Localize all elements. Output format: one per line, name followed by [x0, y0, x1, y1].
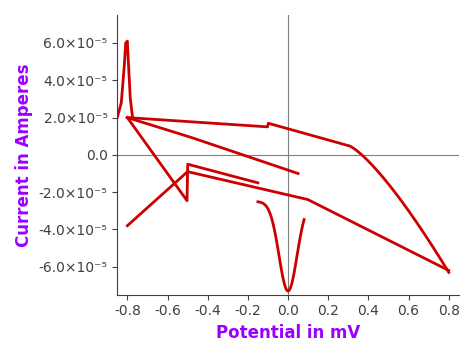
Y-axis label: Current in Amperes: Current in Amperes — [15, 63, 33, 247]
X-axis label: Potential in mV: Potential in mV — [216, 324, 360, 342]
